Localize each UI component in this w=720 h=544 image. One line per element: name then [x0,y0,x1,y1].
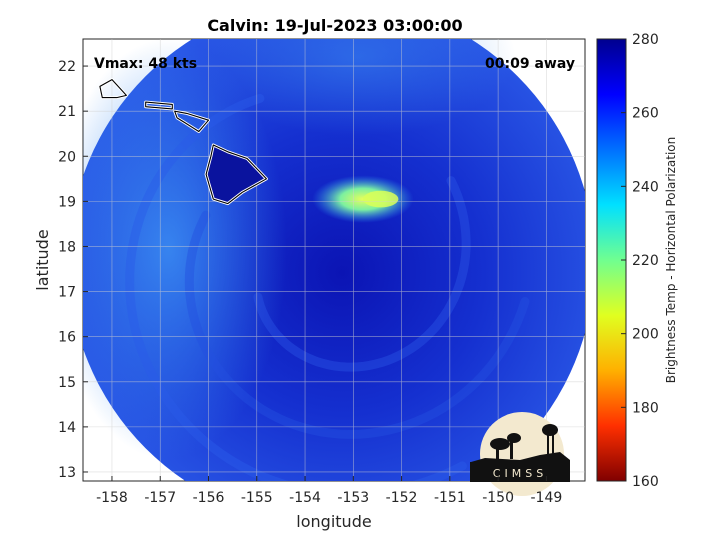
chart-title: Calvin: 19-Jul-2023 03:00:00 [207,16,462,35]
x-axis-label: longitude [296,512,371,531]
colorbar-ticks: 160 180 200 220 240 260 280 [621,32,659,490]
time-away-annotation: 00:09 away [485,56,575,72]
island-oahu-coast [99,79,127,99]
x-tick-label: -155 [241,490,273,506]
rain-band [253,176,471,372]
island-kauai-coast [30,57,49,71]
island-kauai-outline [30,57,49,71]
colorbar: 160 180 200 220 240 260 280 Brightness Temp - … [596,32,678,490]
colorbar-tick-label: 280 [632,32,659,48]
y-tick-label: 21 [58,104,76,120]
x-tick-label: -154 [289,490,321,506]
y-tick-label: 14 [58,420,76,436]
y-tick-label: 18 [58,239,76,255]
x-tick-label: -150 [482,490,514,506]
y-axis-label: latitude [33,229,52,290]
colorbar-tick-label: 260 [632,106,659,122]
y-tick-label: 19 [58,194,76,210]
y-axis: 13 14 15 16 17 18 19 20 21 22 [58,59,88,481]
cimss-logo-text: CIMSS [493,467,547,480]
swath-west-brightening [83,39,287,460]
colorbar-tick-label: 220 [632,253,659,269]
cimss-logo: CIMSS [470,412,570,496]
x-tick-label: -158 [96,490,128,506]
x-tick-label: -149 [530,490,562,506]
x-tick-label: -156 [193,490,225,506]
x-axis: -158 -157 -156 -155 -154 -153 -152 -151 -150 -149 [96,476,562,506]
colorbar-label: Brightness Temp - Horizontal Polarizatio… [664,137,678,384]
colorbar-tick-label: 180 [632,400,659,416]
rain-band-features [125,93,530,481]
swath-north-brightening [200,39,516,136]
vmax-annotation: Vmax: 48 kts [94,56,197,72]
coastlines [30,57,268,206]
x-tick-label: -152 [386,490,418,506]
colorbar-tick-label: 200 [632,327,659,343]
rain-band [184,210,530,439]
island-molokai-coast [145,101,173,110]
rain-band [125,93,467,481]
x-tick-label: -157 [144,490,176,506]
x-tick-label: -151 [434,490,466,506]
x-tick-label: -153 [337,490,369,506]
y-tick-label: 16 [58,330,76,346]
colorbar-tick-label: 240 [632,179,659,195]
y-tick-label: 22 [58,59,76,75]
colorbar-tick-label: 160 [632,474,659,490]
y-tick-label: 20 [58,149,76,165]
island-hawaii-coast [205,144,267,205]
cloud-band-core [362,190,399,208]
island-maui-coast [174,110,210,133]
y-tick-label: 13 [58,465,76,481]
y-tick-label: 15 [58,375,76,391]
y-tick-label: 17 [58,285,76,301]
